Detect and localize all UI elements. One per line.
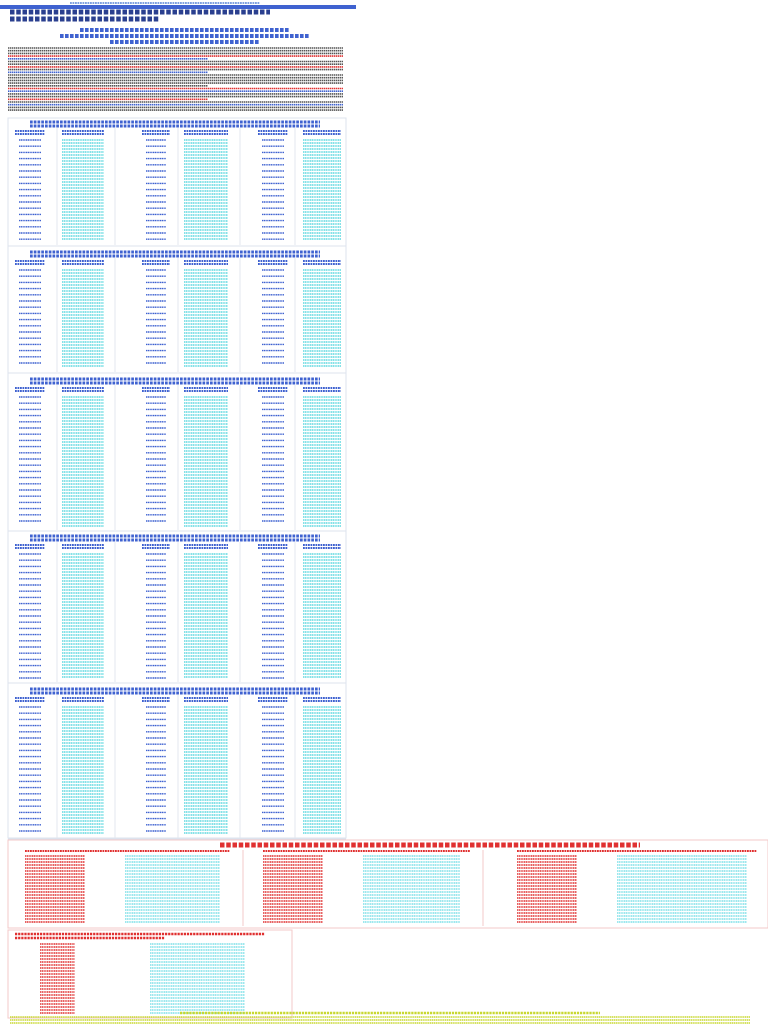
red-section-frame [7, 839, 768, 929]
tables-frame [7, 117, 347, 839]
top-bar [0, 5, 356, 9]
second-section-frame [7, 929, 293, 1019]
